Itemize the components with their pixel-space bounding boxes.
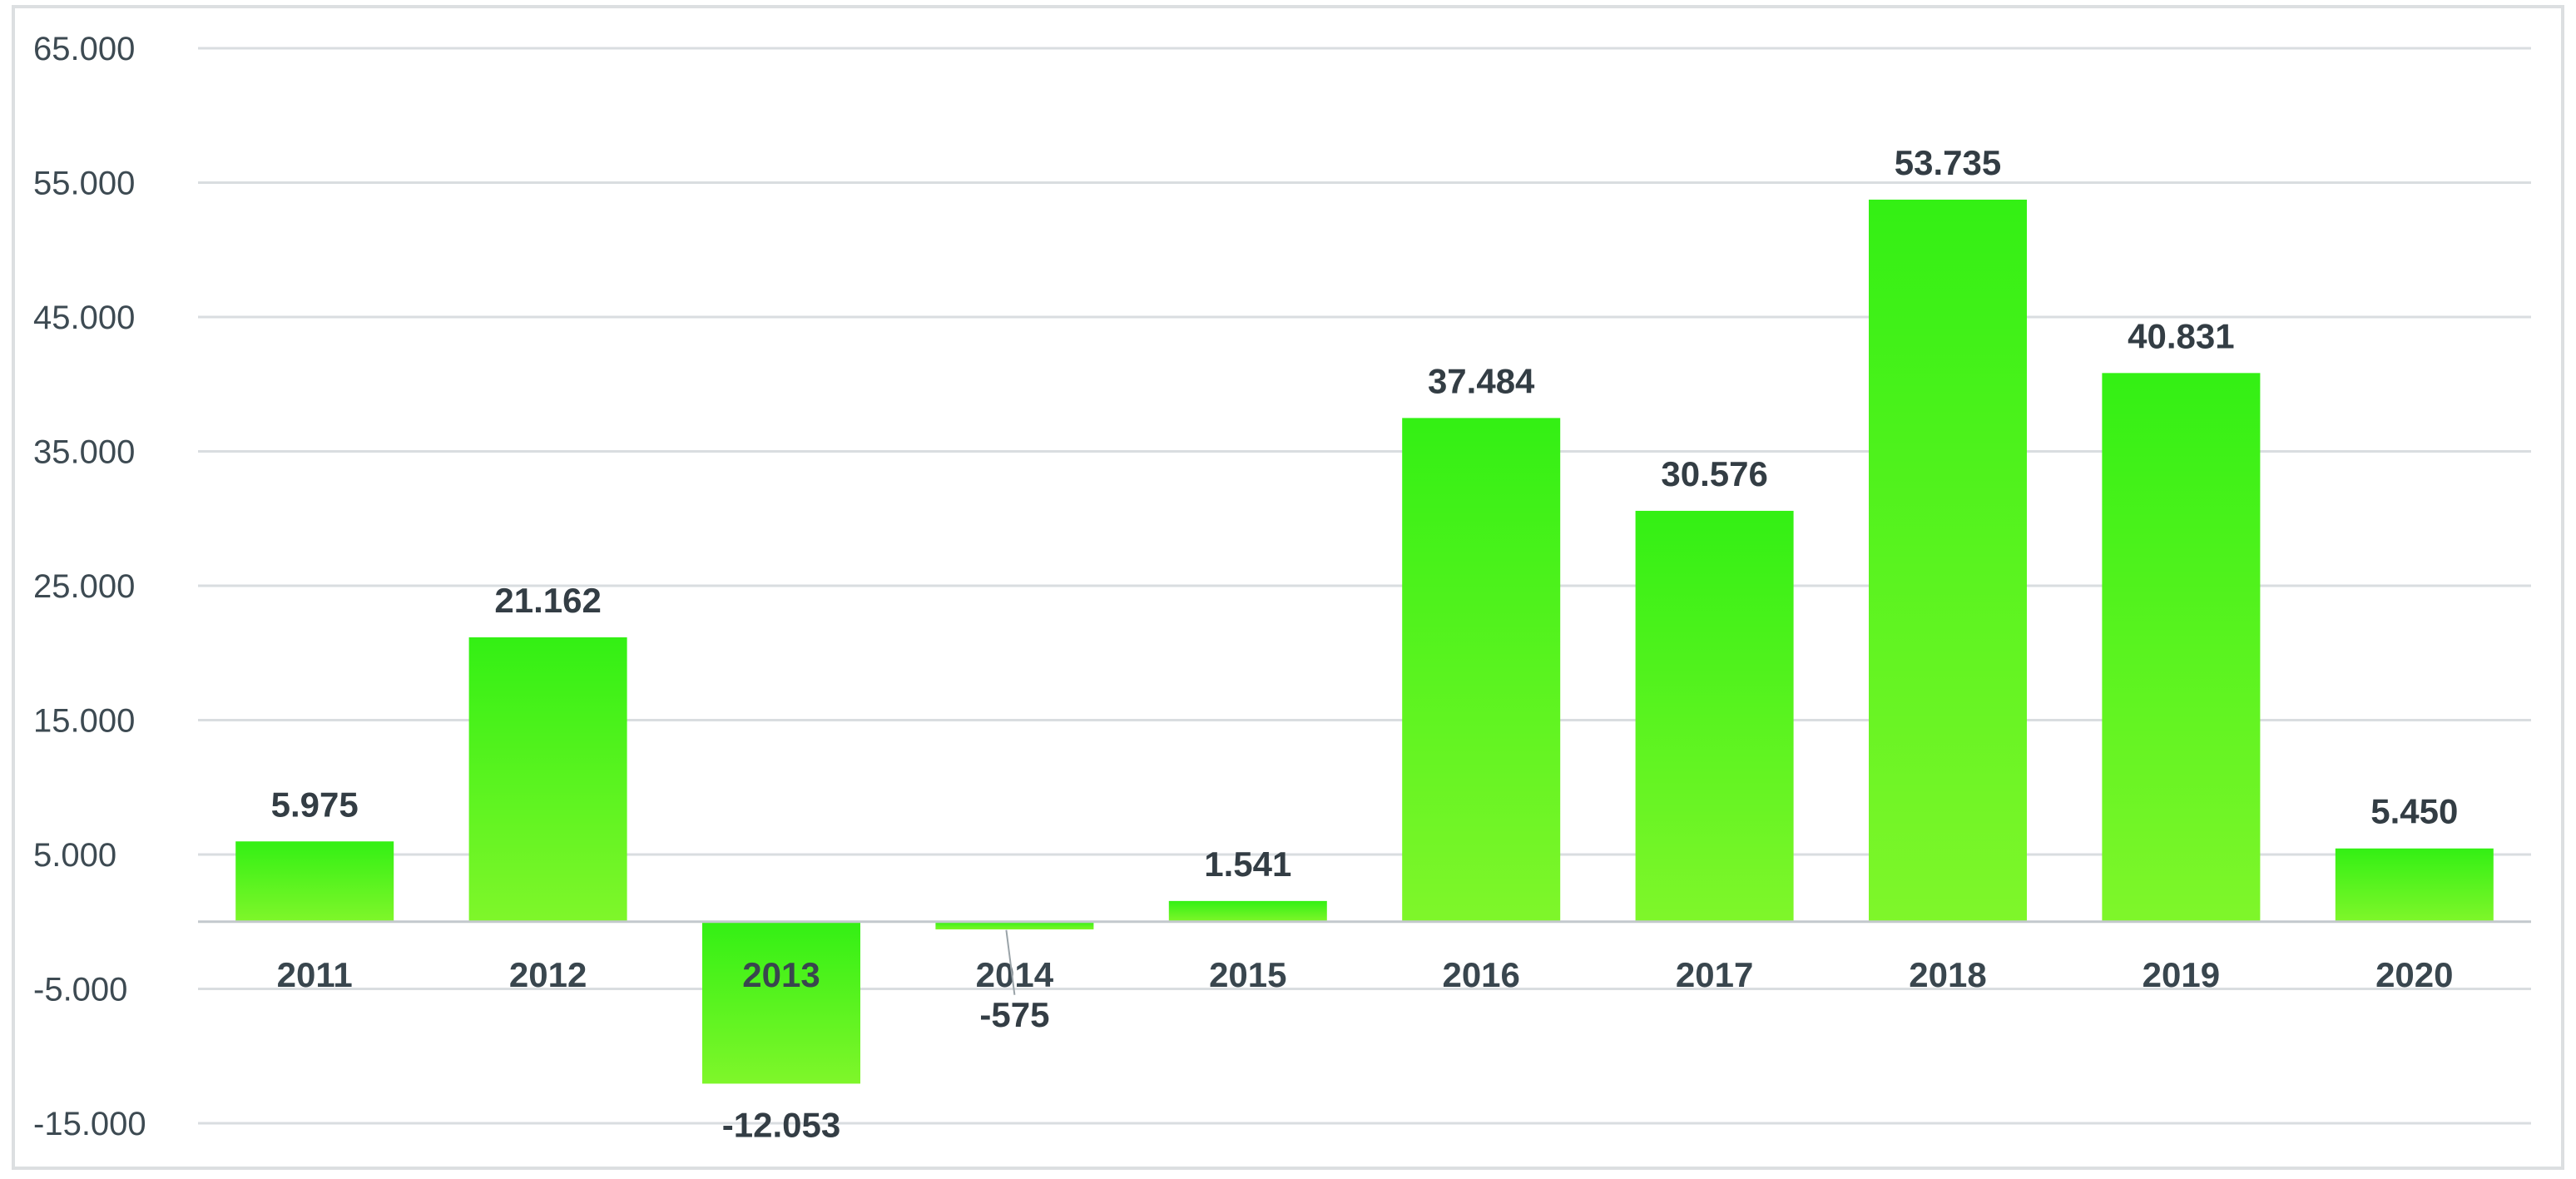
x-tick-label: 2016 [1442, 955, 1519, 994]
y-tick-label: 15.000 [33, 703, 135, 740]
x-tick-label: 2013 [742, 955, 820, 994]
y-tick-label: 45.000 [33, 300, 135, 336]
bar-2016 [1402, 418, 1561, 922]
x-axis-ticks: 2011 2012 2013 2014 2015 2016 2017 2018 2019 2020 [277, 955, 2454, 994]
bar-2020 [2335, 848, 2494, 922]
label-leader-line [1005, 929, 1016, 995]
bars [235, 199, 2494, 1084]
bar-2018 [1869, 199, 2027, 922]
bar-2017 [1635, 510, 1794, 922]
x-tick-label: 2011 [277, 955, 353, 994]
y-tick-label: 35.000 [33, 434, 135, 471]
y-tick-label: 25.000 [33, 568, 135, 605]
x-tick-label: 2019 [2143, 955, 2220, 994]
y-tick-label: -15.000 [33, 1106, 146, 1142]
data-label: 21.162 [494, 581, 601, 620]
y-axis-ticks: 65.000 55.000 45.000 35.000 25.000 15.000 5.00… [33, 31, 146, 1142]
data-label: -12.053 [722, 1105, 840, 1144]
chart-frame [12, 5, 2564, 1170]
bar-2011 [235, 841, 394, 922]
x-tick-label: 2018 [1909, 955, 1986, 994]
x-tick-label: 2017 [1676, 955, 1753, 994]
data-label: 5.450 [2370, 792, 2458, 831]
y-tick-label: 5.000 [33, 837, 116, 874]
bar-2015 [1168, 900, 1327, 922]
y-tick-label: -5.000 [33, 972, 127, 1008]
x-tick-label: 2012 [509, 955, 587, 994]
x-tick-label: 2014 [976, 955, 1054, 994]
y-tick-label: 55.000 [33, 166, 135, 202]
data-label: 53.735 [1895, 143, 2001, 182]
data-label: 37.484 [1428, 361, 1535, 400]
bar-2013 [702, 921, 860, 1084]
bar-2019 [2102, 373, 2261, 922]
data-label: -575 [979, 995, 1049, 1034]
x-tick-label: 2015 [1209, 955, 1286, 994]
data-label: 1.541 [1204, 845, 1291, 884]
data-label: 5.975 [271, 785, 359, 824]
y-tick-label: 65.000 [33, 31, 135, 67]
data-labels: 5.975 21.162 -12.053 -575 1.541 37.484 30.576 5… [271, 143, 2459, 1144]
bar-2012 [468, 637, 627, 922]
bar-2014 [935, 921, 1094, 930]
data-label: 40.831 [2128, 316, 2234, 355]
data-label: 30.576 [1661, 454, 1767, 493]
x-tick-label: 2020 [2375, 955, 2453, 994]
